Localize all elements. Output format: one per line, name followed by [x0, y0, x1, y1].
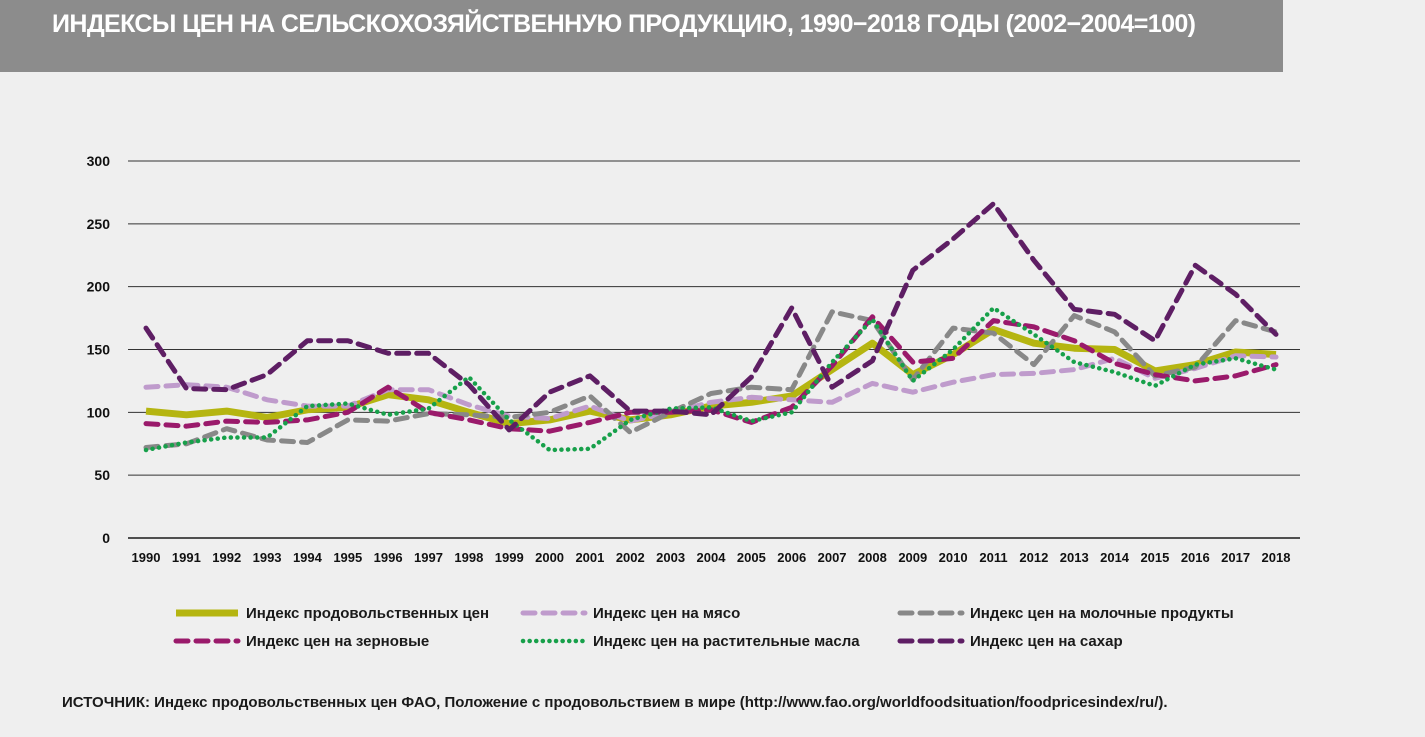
x-tick-label: 2003 [656, 550, 685, 565]
series-line-3 [143, 314, 1279, 434]
x-tick-label: 2018 [1262, 550, 1291, 565]
x-tick-label: 2016 [1181, 550, 1210, 565]
x-tick-label: 2010 [939, 550, 968, 565]
x-tick-label: 1995 [333, 550, 362, 565]
x-tick-label: 2000 [535, 550, 564, 565]
x-tick-label: 2008 [858, 550, 887, 565]
x-tick-label: 2009 [898, 550, 927, 565]
y-tick-label: 50 [94, 467, 110, 483]
series-lines [143, 201, 1279, 453]
x-tick-label: 2002 [616, 550, 645, 565]
x-tick-label: 1994 [293, 550, 323, 565]
y-axis-ticks: 0 50 100 150 200 250 300 [87, 153, 111, 546]
x-tick-label: 2013 [1060, 550, 1089, 565]
y-tick-label: 300 [87, 153, 111, 169]
x-tick-label: 1997 [414, 550, 443, 565]
x-tick-label: 2006 [777, 550, 806, 565]
chart-title: ИНДЕКСЫ ЦЕН НА СЕЛЬСКОХОЗЯЙСТВЕННУЮ ПРОД… [52, 10, 1196, 38]
x-tick-label: 2012 [1019, 550, 1048, 565]
legend-label-0: Индекс продовольственных цен [246, 605, 489, 622]
x-tick-label: 1993 [253, 550, 282, 565]
y-tick-label: 100 [87, 404, 111, 420]
x-tick-label: 2005 [737, 550, 766, 565]
x-tick-label: 2007 [818, 550, 847, 565]
legend-label-2: Индекс цен на молочные продукты [970, 605, 1234, 622]
x-tick-label: 2015 [1140, 550, 1169, 565]
series-line-5 [143, 201, 1279, 433]
x-axis-ticks: 1990 1991 1992 1993 1994 1995 1996 1997 1998 1999… [132, 550, 1291, 565]
legend: Индекс продовольственных цен Индекс цен н… [173, 605, 1234, 650]
y-tick-label: 200 [87, 279, 111, 295]
y-tick-label: 150 [87, 342, 111, 358]
x-tick-label: 1991 [172, 550, 201, 565]
series-line-2 [143, 309, 1279, 450]
gridlines [128, 160, 1300, 539]
x-tick-label: 2001 [575, 550, 604, 565]
x-tick-label: 1996 [374, 550, 403, 565]
source-note: ИСТОЧНИК: Индекс продовольственных цен Ф… [62, 694, 1168, 711]
x-tick-label: 2011 [979, 550, 1007, 565]
x-tick-label: 1990 [132, 550, 161, 565]
x-tick-label: 2004 [697, 550, 727, 565]
x-tick-label: 2014 [1100, 550, 1130, 565]
x-tick-label: 2017 [1221, 550, 1250, 565]
x-tick-label: 1992 [212, 550, 241, 565]
series-line-4 [143, 305, 1279, 453]
y-tick-label: 0 [102, 530, 110, 546]
legend-label-1: Индекс цен на мясо [593, 605, 740, 622]
x-tick-label: 1998 [454, 550, 483, 565]
y-tick-label: 250 [87, 216, 111, 232]
legend-label-4: Индекс цен на растительные масла [593, 633, 860, 650]
legend-label-5: Индекс цен на сахар [970, 633, 1123, 650]
title-bar: ИНДЕКСЫ ЦЕН НА СЕЛЬСКОХОЗЯЙСТВЕННУЮ ПРОД… [0, 0, 1283, 72]
legend-label-3: Индекс цен на зерновые [246, 633, 429, 650]
x-tick-label: 1999 [495, 550, 524, 565]
